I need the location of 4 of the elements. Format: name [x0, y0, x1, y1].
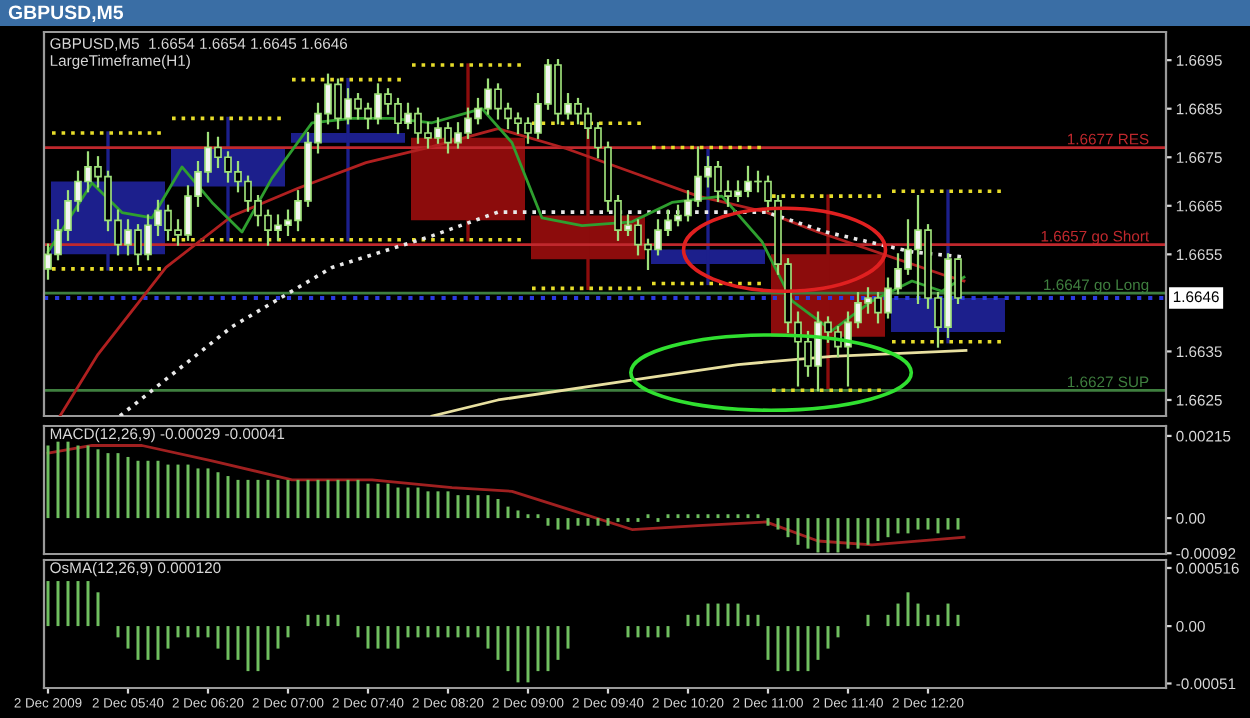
line-series: [430, 349, 968, 416]
line-series: [46, 444, 966, 547]
chart-title: GBPUSD,M5: [8, 5, 124, 23]
line-series: [58, 127, 966, 416]
